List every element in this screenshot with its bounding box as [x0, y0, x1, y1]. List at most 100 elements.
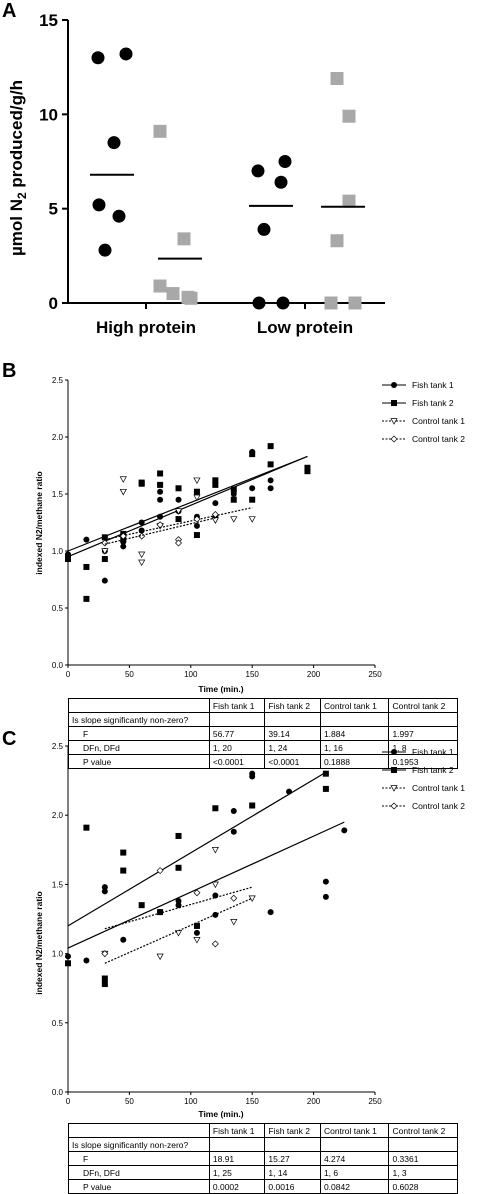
panel-c-point: [212, 805, 219, 812]
panel-c-legend-marker: [390, 785, 398, 792]
panel-b-legend-label: Control tank 2: [412, 434, 465, 444]
panel-c-fit-line: [67, 821, 345, 949]
panel-c-point: [193, 929, 200, 936]
panel-c-point: [322, 770, 329, 777]
table-header-cell: Control tank 2: [388, 1123, 458, 1138]
panel-c-fit-line: [67, 771, 327, 927]
panel-b-point: [119, 488, 127, 496]
panel-b-point: [175, 516, 182, 523]
panel-a-point: [278, 155, 292, 168]
panel-b-letter: B: [2, 360, 17, 382]
table-cell: 1, 14: [264, 1165, 321, 1180]
panel-a-point: [166, 287, 180, 301]
panel-b-point: [249, 496, 256, 503]
panel-c-point: [267, 909, 274, 916]
panel-c-legend-label: Fish tank 2: [412, 765, 454, 775]
panel-c-point: [65, 953, 71, 960]
panel-a-point: [153, 279, 167, 293]
panel-c-point: [175, 898, 182, 905]
table-header-cell: [68, 1123, 210, 1138]
table-cell: F: [68, 1151, 210, 1166]
panel-a-y-tick-label: 10: [39, 105, 58, 124]
panel-b-legend-marker: [390, 435, 398, 443]
panel-b-chart: indexed N2/methane ratio Time (min.) 0.0…: [34, 376, 465, 694]
panel-a-point: [252, 296, 266, 310]
panel-b-point: [65, 553, 71, 560]
table-row: Is slope significantly non-zero?: [68, 712, 458, 727]
panel-c-legend-marker: [390, 802, 398, 810]
panel-b-fit-line: [67, 455, 308, 552]
panel-b-point: [193, 532, 200, 539]
panel-a-chart: µmol N2 produced/g/h 0 5 10 15 High protein L…: [7, 11, 385, 337]
panel-c-point: [101, 981, 108, 988]
panel-c-y-axis-title: indexed N2/methane ratio: [34, 891, 44, 994]
panel-a-letter: A: [2, 0, 17, 22]
panel-c-point: [101, 950, 109, 958]
panel-c-point: [193, 889, 201, 897]
table-row: P value <0.0001 <0.0001 0.1888 0.1953: [68, 754, 458, 769]
panel-b-point: [101, 534, 108, 541]
table-cell: [319, 712, 390, 727]
panel-c-letter: C: [2, 728, 17, 750]
panel-a-point: [276, 296, 290, 310]
panel-a-y-axis-title-sub: 2: [15, 192, 29, 199]
panel-b-point: [267, 461, 274, 468]
panel-a-point: [342, 109, 356, 123]
panel-a-point: [274, 175, 288, 189]
panel-c-x-axis-title: Time (min.): [198, 1109, 243, 1119]
panel-b-point: [211, 511, 219, 519]
table-cell: 0.1953: [388, 754, 458, 769]
panel-b-legend-label: Control tank 1: [412, 416, 465, 426]
panel-b-point: [101, 539, 109, 547]
panel-c-point: [230, 919, 238, 926]
panel-b-point: [175, 539, 183, 547]
panel-b-x-tick-label: 150: [246, 670, 260, 679]
panel-c-point: [249, 802, 256, 809]
panel-c-legend-label: Control tank 1: [412, 783, 465, 793]
table-section-cell: Is slope significantly non-zero?: [68, 1137, 210, 1152]
panel-a-point: [153, 124, 167, 138]
table-cell: [264, 712, 321, 727]
panel-b-point: [230, 491, 237, 497]
panel-c-x-tick-label: 200: [307, 1097, 321, 1106]
table-cell: P value: [68, 754, 210, 769]
panel-b-point: [193, 494, 201, 502]
panel-b-fit-line: [67, 455, 308, 558]
panel-a-y-tick-label: 15: [39, 11, 58, 30]
panel-a-y-axis-title: µmol N2 produced/g/h: [7, 80, 29, 256]
panel-c-point: [101, 888, 108, 895]
panel-b-legend-marker: [390, 418, 398, 425]
panel-b-point: [138, 551, 146, 559]
panel-c-fit-line: [104, 886, 253, 930]
table-cell: [388, 712, 458, 727]
panel-c-y-tick-label: 1.5: [52, 880, 64, 889]
panel-a-y-axis-title-pre: µmol N: [7, 199, 26, 256]
panel-c-legend-marker: [391, 749, 397, 755]
panel-c-point: [83, 957, 90, 964]
panel-c-point: [83, 824, 90, 831]
panel-c-point: [193, 922, 200, 929]
panel-c-fit-line: [104, 897, 253, 964]
panel-b-fit-line: [104, 507, 253, 541]
panel-a-point: [330, 234, 344, 248]
panel-b-point: [157, 496, 164, 503]
panel-c-x-tick-label: 0: [66, 1097, 71, 1106]
panel-c-stats-table: Fish tank 1 Fish tank 2 Control tank 1 C…: [68, 1123, 458, 1194]
table-row: F 56.77 39.14 1.884 1.997: [68, 726, 458, 741]
panel-c-point: [249, 770, 256, 777]
table-cell: <0.0001: [264, 754, 321, 769]
table-row: Fish tank 1 Fish tank 2 Control tank 1 C…: [68, 698, 458, 713]
panel-c-x-tick-label: 50: [125, 1097, 134, 1106]
table-header-cell: Fish tank 2: [264, 698, 321, 713]
table-header-cell: Fish tank 2: [264, 1123, 321, 1138]
panel-c-point: [248, 895, 256, 902]
panel-a-point: [348, 296, 362, 310]
panel-c-point: [120, 867, 127, 874]
panel-a-point: [184, 291, 198, 305]
panel-c-point: [156, 867, 164, 875]
panel-a-point: [342, 194, 356, 208]
table-cell: <0.0001: [208, 754, 266, 769]
table-row: DFn, DFd 1, 25 1, 14 1, 6 1, 3: [68, 1165, 458, 1180]
panel-b-point: [230, 486, 237, 493]
panel-b-point: [119, 476, 127, 483]
